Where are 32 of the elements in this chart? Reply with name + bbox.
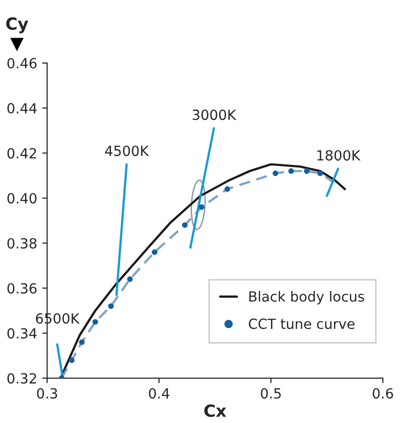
y-tick-label: 0.40 <box>7 193 37 204</box>
y-axis-title: Cy <box>6 17 28 34</box>
annotation: 4500K <box>105 146 150 156</box>
x-tick-label: 0.4 <box>148 388 170 399</box>
y-tick-label: 0.36 <box>7 283 37 294</box>
y-tick-label: 0.42 <box>7 148 36 159</box>
y-tick-label: 0.38 <box>7 238 36 249</box>
point <box>68 357 75 363</box>
y-tick-label: 0.44 <box>7 103 37 114</box>
y-tick-label: 0.34 <box>7 328 37 339</box>
x-axis-title: Cx <box>204 404 226 418</box>
point <box>108 303 114 309</box>
x-tick-label: 0.5 <box>260 388 281 399</box>
point <box>127 276 133 282</box>
point <box>224 186 230 192</box>
annotation: 3000K <box>192 110 236 120</box>
point <box>272 170 278 176</box>
x-tick-label: 0.6 <box>372 388 394 399</box>
point <box>152 249 158 255</box>
x-tick-label: 0.3 <box>37 388 58 399</box>
point <box>304 168 310 174</box>
y-tick-label: 0.46 <box>7 58 37 68</box>
legend-label: CCT tune curve <box>248 318 354 330</box>
point <box>198 204 204 210</box>
legend-label: Black body locus <box>249 290 364 304</box>
point <box>288 168 294 174</box>
point <box>92 319 98 325</box>
point <box>182 222 188 228</box>
point <box>317 170 323 176</box>
annotation: 1800K <box>317 150 361 161</box>
y-tick-label: 0.32 <box>7 373 36 384</box>
point <box>79 339 85 345</box>
